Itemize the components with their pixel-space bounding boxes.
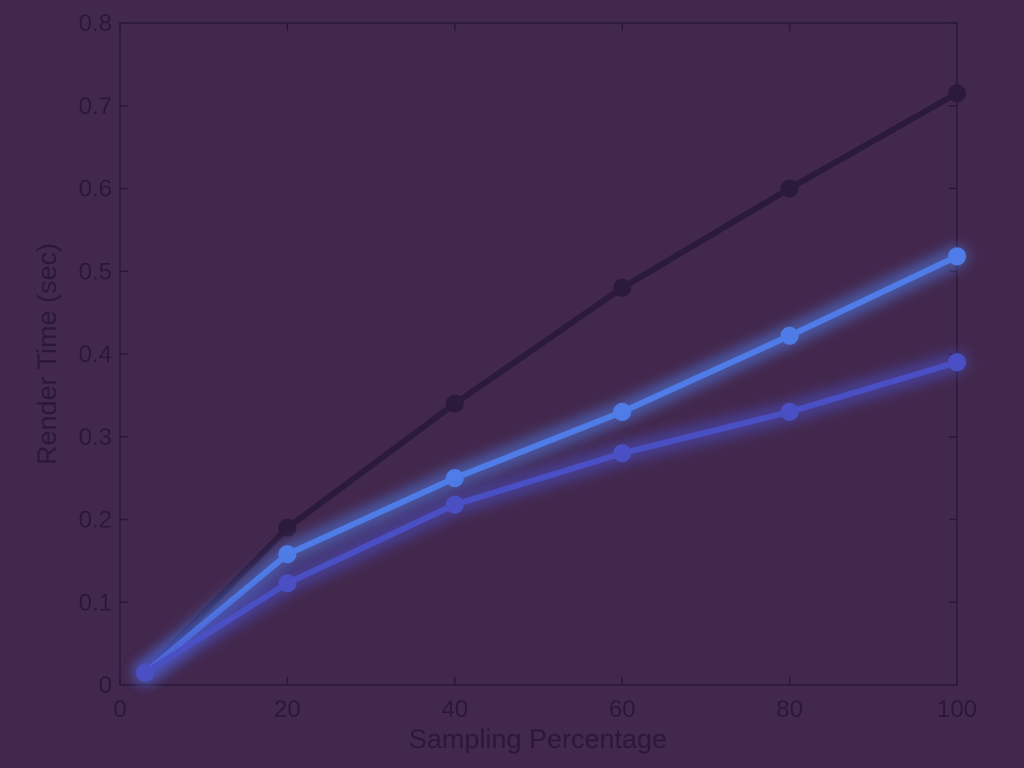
y-tick-label: 0.1 — [79, 589, 112, 616]
series-2-line — [142, 253, 960, 676]
series-1-point — [613, 278, 632, 297]
series-2-point — [948, 247, 966, 266]
x-axis-label: Sampling Percentage — [409, 724, 667, 754]
series-2-point — [613, 402, 632, 421]
x-tick-label: 0 — [113, 696, 126, 723]
x-tick-label: 60 — [609, 696, 636, 723]
y-tick-label: 0.3 — [79, 424, 112, 451]
x-tick-label: 80 — [776, 696, 803, 723]
series-3-point — [780, 402, 799, 421]
series-2-point — [445, 469, 464, 488]
x-tick-label: 20 — [274, 696, 301, 723]
y-tick-label: 0.5 — [79, 258, 112, 285]
y-tick-label: 0.2 — [79, 507, 112, 534]
series-3-glow — [134, 351, 968, 684]
series-1-point — [445, 394, 464, 413]
y-tick-label: 0.4 — [79, 341, 112, 368]
axis-ticks: 0 20 40 60 80 100 0 0.1 0.2 0.3 0.4 0.5 0.6 0.7 0.8 — [79, 10, 977, 723]
series-3-point — [613, 444, 632, 463]
series-3 — [134, 351, 968, 684]
x-tick-label: 40 — [441, 696, 468, 723]
series-1-point — [278, 518, 297, 537]
series-3-point — [136, 663, 155, 682]
series-layer — [134, 84, 968, 684]
series-3-point — [445, 495, 464, 514]
y-tick-label: 0.7 — [79, 93, 112, 120]
series-3-line — [142, 359, 960, 676]
series-1-point — [948, 84, 966, 103]
series-3-point — [278, 574, 297, 593]
y-tick-label: 0.8 — [79, 10, 112, 37]
y-axis-label: Render Time (sec) — [32, 243, 62, 465]
x-tick-label: 100 — [937, 696, 977, 723]
series-2-point — [780, 326, 799, 345]
series-2-point — [278, 545, 297, 564]
series-1-point — [780, 179, 799, 198]
series-1-line — [142, 90, 960, 676]
y-tick-label: 0.6 — [79, 176, 112, 203]
y-tick-label: 0 — [99, 672, 112, 699]
series-3-point — [948, 353, 966, 372]
